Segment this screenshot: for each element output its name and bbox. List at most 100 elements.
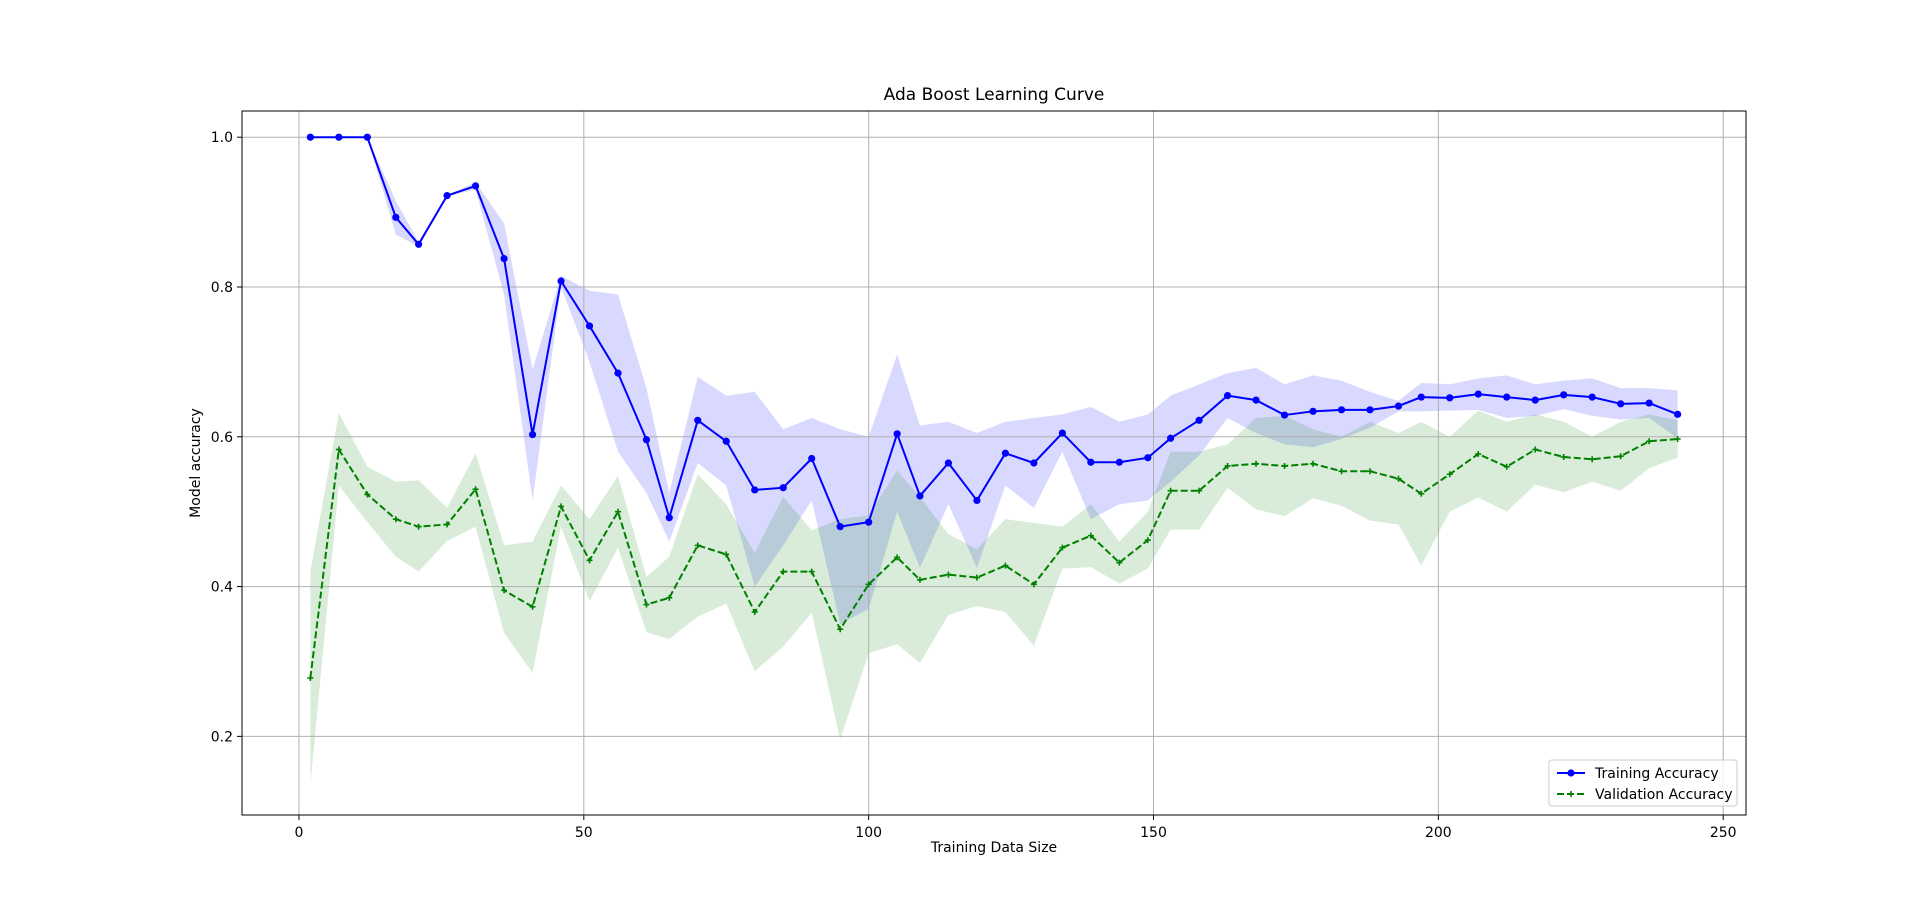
point-validation [1087, 532, 1094, 539]
legend-label-training: Training Accuracy [1594, 766, 1719, 782]
point-training [944, 459, 953, 467]
y-tick-label: 0.6 [211, 430, 233, 446]
point-training [1446, 394, 1454, 402]
line-training [310, 136, 1679, 528]
legend-marker-validation [1568, 791, 1574, 797]
point-training [335, 133, 343, 141]
x-tick-label: 100 [855, 825, 882, 841]
point-validation [415, 523, 422, 530]
point-training [1588, 393, 1596, 401]
point-training [1087, 458, 1095, 466]
point-training [893, 430, 901, 438]
point-training [614, 369, 622, 377]
x-tick-label: 0 [295, 825, 304, 841]
chart-title: Ada Boost Learning Curve [884, 85, 1105, 105]
point-validation [643, 601, 650, 608]
point-training [1252, 396, 1260, 404]
point-training [1645, 399, 1653, 407]
point-training [779, 484, 787, 492]
y-tick-label: 0.4 [211, 580, 233, 596]
legend-box [1548, 759, 1738, 807]
y-tick-label: 0.2 [211, 729, 233, 745]
band-training [310, 137, 1678, 625]
point-validation [916, 576, 923, 583]
point-training [642, 436, 651, 444]
point-validation [973, 574, 980, 581]
point-validation [364, 491, 371, 498]
point-training [865, 518, 873, 526]
point-validation [694, 542, 701, 549]
point-validation [780, 568, 787, 575]
y-tick-label: 1.0 [211, 130, 233, 146]
y-axis-label: Model accuracy [188, 408, 204, 518]
point-validation [472, 486, 479, 493]
point-training [1337, 406, 1346, 414]
band-validation [310, 410, 1678, 785]
point-validation [1589, 456, 1596, 463]
point-training [1617, 400, 1625, 408]
point-validation [1674, 436, 1681, 443]
point-training [1223, 391, 1232, 400]
point-training [500, 254, 508, 263]
point-validation [1196, 487, 1203, 494]
point-validation [1253, 460, 1260, 467]
point-training [836, 523, 844, 531]
x-tick-label: 150 [1140, 825, 1167, 841]
point-validation [586, 557, 593, 564]
point-training [751, 486, 759, 494]
point-training [1474, 390, 1482, 398]
point-validation [1310, 460, 1317, 467]
point-validation [1116, 559, 1123, 566]
point-validation [1446, 471, 1453, 478]
point-validation [1617, 453, 1624, 460]
point-validation [501, 587, 508, 594]
point-validation [865, 581, 872, 588]
point-training [1531, 396, 1539, 404]
point-training [1058, 429, 1066, 437]
point-validation [444, 521, 451, 528]
x-axis-label: Training Data Size [930, 840, 1057, 856]
legend-marker-training [1567, 769, 1575, 777]
point-training [722, 437, 730, 445]
point-validation [335, 446, 342, 453]
point-training [392, 213, 400, 221]
point-training [1115, 458, 1123, 466]
point-training [1503, 393, 1511, 401]
point-validation [1002, 562, 1009, 569]
point-validation [723, 551, 730, 558]
point-training [528, 430, 537, 439]
point-validation [808, 568, 815, 575]
point-training [585, 322, 594, 330]
series-markers [306, 133, 1682, 681]
point-validation [1418, 490, 1425, 497]
point-validation [392, 516, 399, 523]
point-training [1417, 393, 1425, 401]
point-training [1309, 407, 1317, 415]
point-training [363, 133, 371, 141]
point-training [1560, 391, 1568, 399]
point-training [1167, 434, 1175, 442]
point-validation [1367, 468, 1373, 475]
point-validation [1646, 438, 1653, 445]
confidence-bands [310, 137, 1678, 785]
axis-ticks: 0 50 100 150 200 250 0.2 0.4 0.6 0.8 1.0 [211, 130, 1737, 841]
point-training [1280, 411, 1289, 419]
point-validation [1144, 537, 1151, 544]
point-validation [1475, 451, 1482, 458]
point-validation [1167, 487, 1174, 494]
point-training [1195, 416, 1203, 424]
point-validation [1532, 446, 1539, 453]
point-validation [1281, 462, 1288, 469]
point-training [808, 454, 816, 463]
point-training [1366, 406, 1374, 414]
point-validation [1560, 454, 1567, 461]
point-validation [529, 603, 536, 610]
point-training [1001, 449, 1009, 457]
grid-lines [242, 111, 1746, 815]
x-tick-label: 250 [1710, 825, 1737, 841]
legend-label-validation: Validation Accuracy [1595, 787, 1733, 803]
point-validation [1395, 475, 1402, 482]
point-training [471, 182, 480, 190]
point-validation [751, 609, 758, 616]
